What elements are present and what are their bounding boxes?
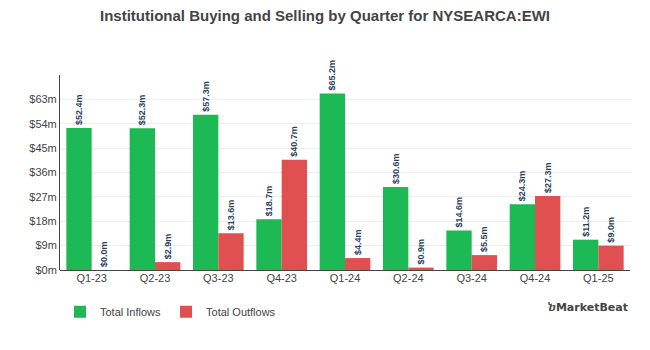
svg-text:$65.2m: $65.2m	[327, 60, 337, 91]
svg-text:$0.9m: $0.9m	[416, 239, 426, 265]
svg-text:$9m: $9m	[35, 239, 56, 251]
svg-text:Q3-23: Q3-23	[203, 272, 234, 284]
svg-text:$9.0m: $9.0m	[606, 217, 616, 243]
svg-text:$30.6m: $30.6m	[391, 154, 401, 185]
svg-text:$13.6m: $13.6m	[226, 200, 236, 231]
svg-text:Institutional Buying and Selli: Institutional Buying and Selling by Quar…	[100, 7, 550, 24]
svg-text:Q3-24: Q3-24	[456, 272, 487, 284]
svg-text:Q1-25: Q1-25	[583, 272, 614, 284]
svg-text:$57.3m: $57.3m	[201, 81, 211, 112]
svg-text:$40.7m: $40.7m	[289, 126, 299, 157]
svg-text:Q2-23: Q2-23	[140, 272, 171, 284]
svg-text:$14.6m: $14.6m	[454, 197, 464, 228]
svg-text:$27.3m: $27.3m	[543, 163, 553, 194]
svg-text:$52.3m: $52.3m	[137, 95, 147, 126]
svg-text:$63m: $63m	[29, 93, 57, 105]
svg-text:$5.5m: $5.5m	[479, 227, 489, 253]
svg-text:Q1-24: Q1-24	[330, 272, 361, 284]
svg-text:$54m: $54m	[29, 118, 57, 130]
svg-text:$0m: $0m	[35, 264, 56, 276]
svg-text:Total Inflows: Total Inflows	[100, 306, 161, 318]
svg-text:Q4-23: Q4-23	[266, 272, 297, 284]
svg-text:$27m: $27m	[29, 191, 57, 203]
svg-text:$11.2m: $11.2m	[581, 207, 591, 237]
svg-text:$0.0m: $0.0m	[99, 241, 109, 267]
svg-text:$4.4m: $4.4m	[353, 230, 363, 256]
svg-text:$45m: $45m	[29, 142, 57, 154]
svg-text:$52.4m: $52.4m	[74, 95, 84, 126]
svg-text:Q2-24: Q2-24	[393, 272, 424, 284]
svg-text:$24.3m: $24.3m	[517, 171, 527, 202]
svg-text:ⴆMarketBeat: ⴆMarketBeat	[548, 301, 628, 314]
svg-text:$36m: $36m	[29, 166, 57, 178]
svg-text:$18.7m: $18.7m	[264, 186, 274, 217]
svg-text:Total Outflows: Total Outflows	[206, 306, 276, 318]
svg-text:$18m: $18m	[29, 215, 57, 227]
svg-text:Q1-23: Q1-23	[76, 272, 107, 284]
svg-text:Q4-24: Q4-24	[520, 272, 551, 284]
svg-text:$2.9m: $2.9m	[163, 234, 173, 260]
